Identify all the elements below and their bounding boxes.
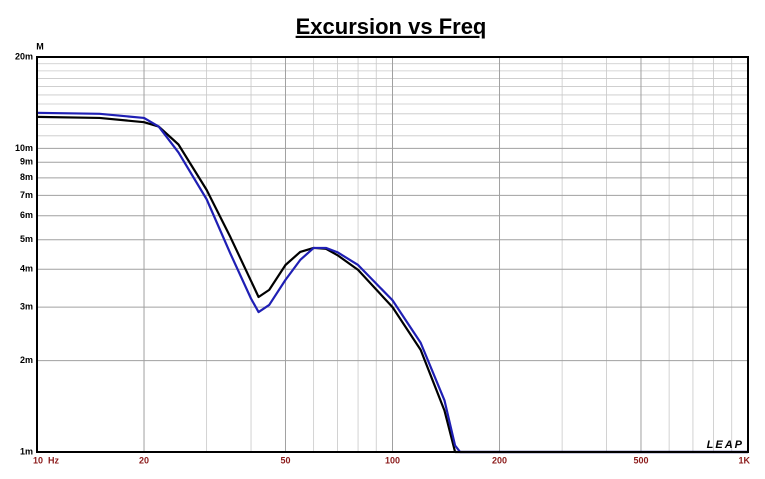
x-tick-label: 20 [139,455,149,465]
y-tick-label: 2m [20,355,33,365]
x-tick-label: 500 [633,455,648,465]
y-tick-label: 4m [20,264,33,274]
y-tick-label: 7m [20,190,33,200]
y-tick-label: 8m [20,172,33,182]
y-tick-label: 5m [20,234,33,244]
y-tick-label: 6m [20,210,33,220]
x-tick-label: 50 [280,455,290,465]
x-tick-label: 200 [492,455,507,465]
x-tick-label: 100 [385,455,400,465]
y-tick-label: 20m [15,51,33,61]
series-line [36,111,748,454]
y-tick-label: 3m [20,302,33,312]
x-tick-label: 10 Hz [33,455,60,465]
x-tick-label: 1K [738,455,750,465]
series-line [36,115,748,454]
y-unit: M [36,41,44,51]
watermark: LEAP [707,439,744,451]
y-tick-label: 10m [15,143,33,153]
plot-frame [36,56,749,453]
y-tick-label: 9m [20,157,33,167]
y-tick-label: 1m [20,446,33,456]
chart-title: Excursion vs Freq [296,14,487,39]
